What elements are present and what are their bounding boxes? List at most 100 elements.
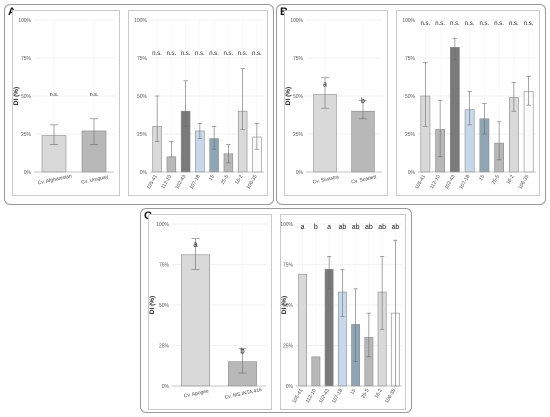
chart-b-right: 0%25%50%75%100% n.s.105-41n.s.112-10n.s.1… — [396, 10, 540, 196]
bar — [181, 254, 210, 387]
y-tick-label: 25% — [283, 344, 294, 350]
significance-label: ab — [378, 224, 386, 231]
significance-label: n.s. — [421, 21, 431, 27]
significance-label: n.s. — [152, 51, 162, 57]
significance-label: n.s. — [494, 21, 504, 27]
chart-c-right: 0%25%50%75%100%DI (%)a105-41b112-10a102-… — [280, 214, 406, 410]
significance-label: a — [327, 224, 331, 231]
error-bar — [340, 269, 345, 317]
y-tick-label: 50% — [137, 94, 148, 100]
error-bar — [191, 238, 200, 270]
significance-label: ab — [365, 224, 373, 231]
y-tick-label: 25% — [21, 132, 32, 138]
significance-label: n.s. — [181, 51, 191, 57]
y-tick-label: 100% — [134, 18, 147, 24]
x-tick-label: 15 — [349, 388, 357, 396]
error-bar — [496, 121, 502, 161]
significance-label: a — [301, 224, 305, 231]
significance-label: ab — [338, 224, 346, 231]
error-bar — [482, 103, 487, 135]
significance-label: n.s. — [224, 51, 234, 57]
y-tick-label: 50% — [283, 303, 294, 309]
significance-label: n.s. — [209, 51, 219, 57]
x-tick-label: Cv. Sivastra — [312, 174, 339, 185]
significance-label: ab — [391, 224, 399, 231]
significance-label: n.s. — [252, 51, 262, 57]
significance-label: n.s. — [509, 21, 519, 27]
y-tick-label: 100% — [156, 222, 169, 228]
error-bar — [380, 256, 385, 330]
y-tick-label: 75% — [137, 56, 148, 62]
error-bar — [321, 77, 329, 109]
significance-label: b — [240, 347, 245, 356]
y-tick-label: 50% — [293, 94, 304, 100]
y-axis-label: DI (%) — [281, 296, 288, 314]
error-bar — [359, 100, 367, 120]
y-tick-label: 25% — [405, 132, 416, 138]
y-tick-label: 0% — [162, 384, 170, 390]
y-axis-label: DI (%) — [13, 87, 20, 105]
x-tick-label: 25-5 — [360, 388, 370, 400]
bar — [166, 156, 177, 173]
y-tick-label: 75% — [21, 56, 32, 62]
y-tick-label: 100% — [280, 222, 293, 228]
significance-label: n.s. — [195, 51, 205, 57]
y-tick-label: 75% — [293, 56, 304, 62]
significance-label: n.s. — [465, 21, 475, 27]
x-tick-label: Cv. Uruguay — [81, 174, 110, 186]
x-tick-label: 15 — [478, 174, 486, 182]
y-tick-label: 100% — [18, 18, 31, 24]
y-axis-label: DI (%) — [285, 87, 292, 105]
significance-label: n.s. — [50, 92, 59, 98]
chart-b-left: 0% 25% 50% 75% 100% DI (%) a Cv. Sivastra b Cv. S… — [284, 10, 388, 196]
y-tick-label: 75% — [283, 263, 294, 269]
y-tick-label: 25% — [293, 132, 304, 138]
significance-label: ab — [352, 224, 360, 231]
y-tick-label: 50% — [159, 303, 170, 309]
error-bar — [226, 144, 231, 164]
bar — [298, 273, 308, 387]
y-tick-label: 25% — [137, 132, 148, 138]
x-tick-label: Cv. Scarlett — [351, 174, 378, 185]
y-tick-label: 0% — [408, 170, 416, 176]
x-tick-label: 16-2 — [505, 174, 515, 186]
error-bar — [437, 100, 443, 158]
x-tick-label: 16-2 — [374, 388, 384, 400]
y-tick-label: 75% — [405, 56, 416, 62]
error-bar — [452, 37, 458, 60]
error-bar — [327, 256, 332, 290]
error-bar — [154, 95, 160, 142]
y-tick-label: 0% — [140, 170, 148, 176]
y-tick-label: 50% — [405, 94, 416, 100]
bar — [311, 356, 321, 387]
error-bar — [423, 62, 428, 127]
bar — [351, 110, 375, 173]
significance-label: n.s. — [435, 21, 445, 27]
significance-label: a — [193, 240, 198, 249]
significance-label: b — [361, 98, 365, 105]
y-tick-label: 50% — [21, 94, 32, 100]
significance-label: n.s. — [480, 21, 490, 27]
y-tick-label: 75% — [159, 263, 170, 269]
significance-label: a — [323, 81, 327, 88]
significance-label: n.s. — [450, 21, 460, 27]
error-bar — [211, 126, 217, 150]
significance-label: n.s. — [238, 51, 248, 57]
x-tick-label: 25-5 — [220, 174, 230, 186]
panel-letter: A — [8, 6, 16, 18]
error-bar — [353, 288, 358, 362]
error-bar — [254, 123, 260, 150]
significance-label: n.s. — [90, 92, 99, 98]
chart-a-left: 0%25%50%75%100%DI (%) n.s.Cv. Afghanistan… — [12, 10, 120, 196]
y-tick-label: 0% — [286, 384, 294, 390]
error-bar — [526, 75, 531, 106]
error-bar — [366, 312, 371, 358]
error-bar — [238, 348, 247, 374]
chart-a-right: 0%25%50%75%100%n.s.105-41n.s.112-10n.s.1… — [128, 10, 268, 196]
error-bar — [240, 68, 245, 130]
panel-letter: C — [144, 210, 152, 222]
x-tick-label: Cv. Apogee — [183, 388, 209, 399]
y-tick-label: 0% — [24, 170, 32, 176]
panel-letter: B — [280, 6, 288, 18]
